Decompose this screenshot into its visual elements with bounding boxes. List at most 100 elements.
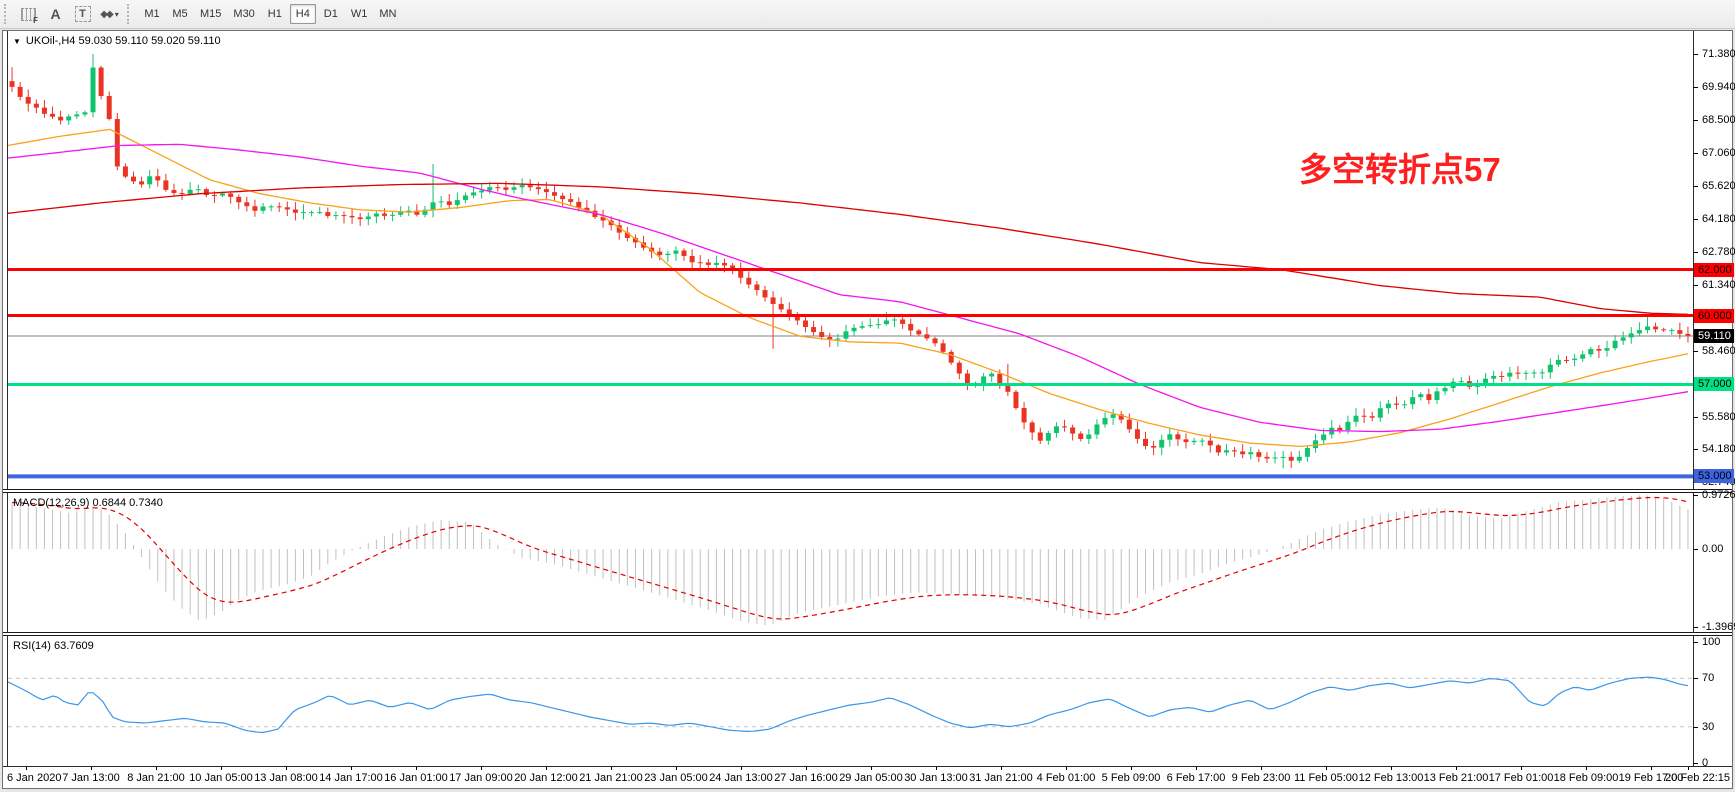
price-badge-60.000: 60.000 (1694, 308, 1734, 323)
price-tick-label: 61.340 (1702, 278, 1735, 291)
rsi-tick-dash (1693, 726, 1698, 728)
rsi-indicator-label: RSI(14) 63.7609 (13, 640, 94, 652)
price-tick-dash (1693, 54, 1698, 55)
timeframe-button-W1[interactable]: W1 (350, 8, 368, 20)
drawing-tools-group: F A T ◆◆ ▾ (15, 2, 123, 26)
date-tick (351, 767, 352, 770)
chevron-down-icon[interactable]: ▼ (13, 37, 21, 46)
dropdown-caret-icon: ▾ (114, 9, 119, 19)
timeframe-button-M5[interactable]: M5 (172, 8, 188, 20)
date-label: 5 Feb 09:00 (1101, 772, 1161, 784)
price-badge-53.000: 53.000 (1694, 469, 1734, 484)
price-badge-57.000: 57.000 (1694, 377, 1734, 392)
date-tick (91, 767, 92, 770)
rsi-tick-dash (1693, 763, 1698, 764)
price-tick-dash (1693, 417, 1698, 419)
timeframe-button-M30[interactable]: M30 (233, 8, 255, 20)
text-label-tool-button[interactable]: A (42, 2, 69, 26)
price-tick-label: 55.580 (1702, 411, 1735, 424)
price-tick-dash (1693, 186, 1698, 188)
date-tick (286, 767, 287, 770)
timeframe-button-D1[interactable]: D1 (323, 8, 338, 20)
macd-tick-label: -1.3969 (1702, 620, 1735, 633)
timeframe-button-M1[interactable]: M1 (144, 8, 160, 20)
date-axis-border (3, 766, 1732, 767)
price-tick-label: 65.620 (1702, 180, 1735, 193)
date-tick (1131, 767, 1132, 770)
date-label: 6 Feb 17:00 (1166, 772, 1226, 784)
text-label-icon: A (50, 6, 61, 22)
date-label: 4 Feb 01:00 (1036, 772, 1096, 784)
date-tick (1586, 767, 1587, 770)
rsi-tick-label: 0 (1702, 757, 1709, 769)
macd-indicator-label: MACD(12,26,9) 0.6844 0.7340 (13, 497, 163, 509)
date-tick (1196, 767, 1197, 770)
timeframe-toolbar-grip[interactable] (127, 4, 131, 24)
price-tick-dash (1693, 87, 1698, 89)
timeframe-button-M15[interactable]: M15 (200, 8, 222, 20)
chart-annotation-text[interactable]: 多空转折点57 (1299, 151, 1501, 188)
date-tick (1326, 767, 1327, 770)
ma-slow-red-line (8, 182, 1689, 315)
date-tick (1521, 767, 1522, 770)
main-chart-canvas[interactable] (8, 32, 1693, 489)
date-label: 21 Jan 21:00 (579, 772, 643, 784)
price-tick-dash (1693, 120, 1698, 122)
price-tick-label: 71.380 (1702, 48, 1735, 60)
price-tick-dash (1693, 284, 1698, 286)
date-axis[interactable]: 6 Jan 2020 7 Jan 13:00 8 Jan 21:00 10 Jan 0… (3, 767, 1732, 788)
date-label: 13 Jan 08:00 (254, 772, 318, 784)
timeframe-button-H4[interactable]: H4 (289, 4, 316, 24)
arrows-tool-button[interactable]: ◆◆ ▾ (96, 2, 123, 26)
date-label: 27 Jan 16:00 (774, 772, 838, 784)
rsi-tick-label: 70 (1702, 672, 1715, 685)
price-tick-dash (1693, 350, 1698, 352)
date-label: 7 Jan 13:00 (62, 772, 120, 784)
plot-frame-left-border (7, 31, 8, 766)
text-tool-button[interactable]: T (69, 2, 96, 26)
macd-tick-label: 0.00 (1702, 543, 1724, 555)
rsi-line (8, 676, 1689, 734)
price-tick-label: 67.060 (1702, 147, 1735, 160)
date-tick (221, 767, 222, 770)
timeframe-button-H1[interactable]: H1 (267, 8, 282, 20)
text-tool-icon: T (74, 6, 91, 22)
chart-symbol-title: ▼ UKOil-,H4 59.030 59.110 59.020 59.110 (13, 35, 221, 47)
date-label: 24 Jan 13:00 (709, 772, 773, 784)
date-label: 14 Jan 17:00 (319, 772, 383, 784)
macd-panel-canvas[interactable] (8, 493, 1693, 632)
date-tick (416, 767, 417, 770)
date-tick (1001, 767, 1002, 770)
panel-splitter-rsi[interactable] (3, 632, 1732, 636)
price-tick-label: 69.940 (1702, 81, 1735, 94)
price-tick-label: 62.780 (1702, 245, 1735, 258)
fibonacci-grid-tool-button[interactable]: F (15, 2, 42, 26)
price-tick-label: 68.500 (1702, 114, 1735, 127)
date-label: 18 Feb 09:00 (1553, 772, 1619, 784)
price-tick-label: 64.180 (1702, 213, 1735, 226)
panel-splitter-macd[interactable] (3, 489, 1732, 493)
macd-signal-line (12, 496, 1689, 620)
date-tick (1456, 767, 1457, 770)
chart-window: ▼ UKOil-,H4 59.030 59.110 59.020 59.110 多… (2, 30, 1735, 789)
date-label: 17 Feb 01:00 (1488, 772, 1554, 784)
price-tick-dash (1693, 251, 1698, 253)
rsi-panel-canvas[interactable] (8, 636, 1693, 766)
date-label: 11 Feb 05:00 (1293, 772, 1359, 784)
toolbar-grip[interactable] (4, 4, 8, 24)
date-tick (1066, 767, 1067, 770)
price-badge-62.000: 62.000 (1694, 262, 1734, 277)
price-tick-dash (1693, 449, 1698, 451)
price-tick-label: 54.180 (1702, 443, 1735, 456)
toolbar: F A T ◆◆ ▾ M1 M5 M15 M30 H1 H4 D1 W1 MN (0, 0, 1735, 29)
arrows-icon: ◆◆ (100, 8, 113, 20)
date-label: 19 Feb 17:00 (1618, 772, 1684, 784)
date-tick (1688, 767, 1689, 770)
date-tick (1651, 767, 1652, 770)
rsi-tick-label: 100 (1702, 636, 1721, 648)
date-tick (611, 767, 612, 770)
timeframe-button-MN[interactable]: MN (379, 8, 397, 20)
date-tick (936, 767, 937, 770)
macd-tick-label: 0.9726 (1702, 489, 1735, 501)
date-label: 23 Jan 05:00 (644, 772, 708, 784)
